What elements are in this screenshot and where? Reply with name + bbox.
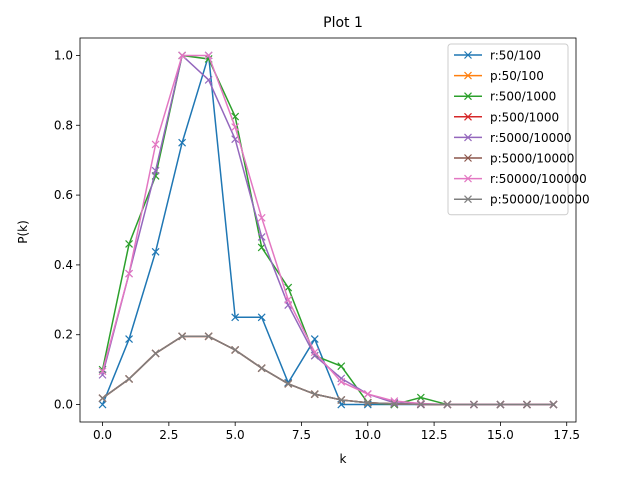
legend-marker bbox=[464, 112, 472, 121]
legend-entry-4: r:5000/10000 bbox=[454, 131, 572, 145]
data-point bbox=[178, 51, 187, 60]
y-axis-label: P(k) bbox=[16, 220, 30, 244]
data-point bbox=[496, 400, 505, 409]
data-point bbox=[231, 313, 240, 322]
legend-label: r:5000/10000 bbox=[490, 131, 572, 145]
series-7 bbox=[98, 332, 558, 409]
legend-entry-5: p:5000/10000 bbox=[454, 152, 574, 166]
legend-marker bbox=[464, 51, 472, 59]
data-point bbox=[125, 335, 133, 344]
data-point bbox=[523, 400, 531, 409]
series-line bbox=[102, 335, 554, 406]
data-point bbox=[337, 362, 346, 371]
data-point bbox=[310, 390, 319, 399]
x-tick-label: 5.0 bbox=[226, 428, 245, 442]
legend-marker bbox=[464, 195, 472, 204]
legend-entry-7: p:50000/100000 bbox=[454, 193, 590, 207]
data-point bbox=[284, 295, 293, 304]
data-point bbox=[443, 400, 452, 409]
data-point bbox=[363, 398, 372, 407]
legend-entry-2: r:500/1000 bbox=[454, 90, 556, 104]
data-point bbox=[98, 367, 107, 376]
legend-marker bbox=[464, 71, 472, 80]
data-point bbox=[337, 396, 346, 404]
y-tick-label: 0.2 bbox=[54, 328, 73, 342]
y-tick-label: 1.0 bbox=[54, 48, 73, 62]
y-tick-label: 0.4 bbox=[54, 258, 73, 272]
data-point bbox=[204, 332, 213, 341]
legend-label: r:50000/100000 bbox=[490, 172, 587, 186]
data-point bbox=[363, 390, 372, 398]
x-axis-label: k bbox=[340, 452, 347, 466]
data-point bbox=[125, 375, 133, 383]
data-point bbox=[337, 374, 346, 383]
data-point bbox=[257, 364, 266, 373]
data-point bbox=[416, 393, 425, 402]
legend: r:50/100 p:50/100 r:500/1000 p:500/1000 r:50… bbox=[447, 43, 590, 216]
data-point bbox=[151, 247, 160, 256]
x-tick-label: 17.5 bbox=[553, 428, 580, 442]
legend-label: p:50/100 bbox=[490, 69, 544, 83]
x-tick-label: 2.5 bbox=[159, 428, 178, 442]
data-point bbox=[469, 400, 478, 409]
data-point bbox=[284, 379, 293, 388]
data-point bbox=[337, 377, 346, 386]
plot-area: 0.0 2.5 5.0 7.5 10.0 12.5 15.0 17.5 0.0 0.2 0.4 0.6… bbox=[54, 37, 580, 442]
y-tick-label: 0.8 bbox=[54, 118, 73, 132]
data-point bbox=[98, 400, 107, 409]
data-point bbox=[310, 348, 319, 357]
data-point bbox=[231, 346, 240, 354]
legend-label: r:50/100 bbox=[490, 49, 541, 63]
legend-label: p:50000/100000 bbox=[490, 193, 590, 207]
data-point bbox=[310, 351, 319, 360]
x-tick-label: 12.5 bbox=[421, 428, 448, 442]
legend-marker bbox=[464, 133, 472, 142]
x-tick-label: 10.0 bbox=[354, 428, 381, 442]
data-point bbox=[204, 51, 213, 60]
chart-title: Plot 1 bbox=[323, 15, 363, 31]
data-point bbox=[151, 140, 160, 149]
data-point bbox=[310, 335, 319, 344]
legend-marker bbox=[464, 92, 472, 101]
legend-entry-1: p:50/100 bbox=[454, 69, 544, 83]
data-point bbox=[257, 243, 266, 252]
legend-label: p:500/1000 bbox=[490, 110, 559, 124]
data-point bbox=[204, 75, 213, 84]
data-point bbox=[98, 370, 107, 379]
legend-entry-0: r:50/100 bbox=[454, 49, 541, 63]
data-point bbox=[125, 269, 133, 278]
data-point bbox=[151, 349, 160, 358]
legend-entry-3: p:500/1000 bbox=[454, 110, 559, 124]
data-point bbox=[257, 313, 266, 322]
legend-marker bbox=[464, 174, 472, 183]
y-tick-label: 0.0 bbox=[54, 398, 73, 412]
legend-marker bbox=[464, 154, 472, 162]
legend-label: p:5000/10000 bbox=[490, 152, 574, 166]
data-point bbox=[390, 399, 399, 408]
y-tick-label: 0.6 bbox=[54, 188, 73, 202]
data-point bbox=[284, 283, 293, 292]
data-point bbox=[231, 123, 240, 131]
legend-box bbox=[447, 43, 569, 216]
data-point bbox=[257, 213, 266, 222]
data-point bbox=[98, 394, 107, 403]
data-point bbox=[257, 233, 266, 241]
x-tick-label: 7.5 bbox=[292, 428, 311, 442]
data-point bbox=[151, 166, 160, 175]
x-tick-label: 15.0 bbox=[487, 428, 514, 442]
data-point bbox=[178, 138, 187, 147]
data-point bbox=[416, 400, 425, 409]
data-point bbox=[178, 332, 187, 341]
data-point bbox=[125, 240, 133, 248]
legend-label: r:500/1000 bbox=[490, 90, 556, 104]
x-tick-label: 0.0 bbox=[93, 428, 112, 442]
data-point bbox=[549, 400, 558, 409]
axes-frame bbox=[79, 37, 577, 423]
legend-entry-6: r:50000/100000 bbox=[454, 172, 587, 186]
